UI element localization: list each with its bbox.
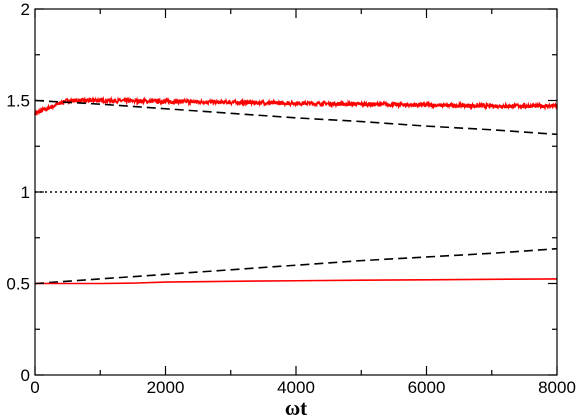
series-line-1 [34,95,558,116]
y-tick-label: 1 [21,183,30,202]
x-tick-label: 2000 [147,378,185,397]
x-tick-label: 4000 [277,378,315,397]
y-tick-label: 1.5 [6,92,30,111]
series-line-2 [34,99,558,136]
y-tick-label: 0.5 [6,275,30,294]
x-axis-title: ωt [285,396,307,418]
y-tick-label: 2 [21,0,30,19]
x-tick-label: 8000 [538,378,576,397]
x-tick-label: 6000 [408,378,446,397]
series-line-5 [35,278,558,285]
series-layer [34,95,558,285]
y-tick-label: 0 [21,366,30,385]
series-line-4 [34,247,558,285]
ticks-layer: 0 2000 4000 6000 8000 0 0.5 1 1.5 2 [6,0,576,397]
x-tick-label: 0 [30,378,39,397]
